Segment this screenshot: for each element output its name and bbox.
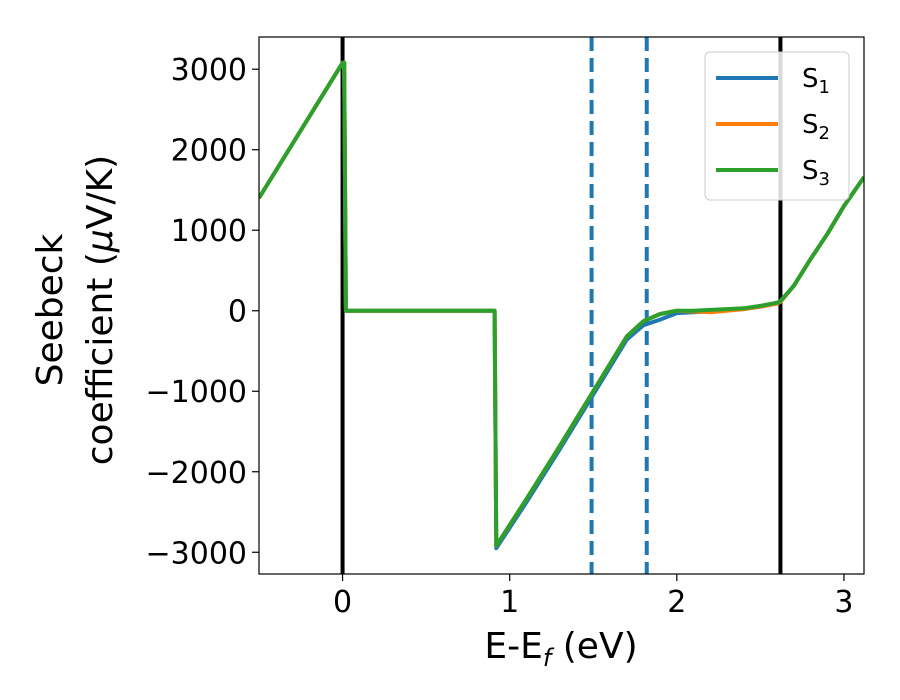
- legend-label-2: S2: [802, 110, 830, 144]
- legend-label-3: S3: [802, 156, 830, 190]
- x-axis-label: E-Ef (eV): [484, 626, 637, 672]
- y-axis-label-line2: coefficient (μV/K): [80, 155, 121, 465]
- y-tick-label: 1000: [171, 214, 247, 249]
- y-tick-label: −3000: [146, 536, 247, 571]
- y-axis-label-line1: Seebeck: [30, 233, 71, 386]
- legend: S1 S2 S3: [704, 51, 850, 201]
- data-series: [259, 60, 864, 551]
- plot-frame: [258, 36, 865, 575]
- x-tick-label: 1: [500, 585, 519, 620]
- y-tick-label: 2000: [171, 134, 247, 169]
- legend-label-1: S1: [802, 64, 830, 98]
- x-tick-label: 0: [333, 585, 352, 620]
- series-line-3: [259, 60, 864, 548]
- x-axis-ticks: 0 1 2 3: [333, 574, 853, 620]
- y-tick-label: 0: [228, 295, 247, 330]
- y-tick-label: 3000: [171, 53, 247, 88]
- y-tick-label: −1000: [146, 375, 247, 410]
- x-tick-label: 2: [667, 585, 686, 620]
- y-axis-ticks: 3000 2000 1000 0 −1000 −2000 −3000: [146, 53, 259, 571]
- y-tick-label: −2000: [146, 456, 247, 491]
- x-tick-label: 3: [834, 585, 853, 620]
